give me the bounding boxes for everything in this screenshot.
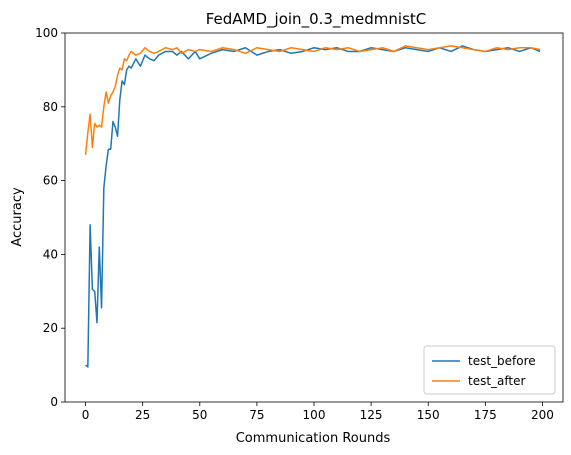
x-tick-label: 200 [531, 408, 554, 422]
x-axis-label: Communication Rounds [236, 431, 391, 446]
legend-label-test_before: test_before [468, 354, 536, 368]
y-tick-label: 100 [35, 26, 58, 40]
legend-box [423, 345, 556, 395]
x-tick-label: 75 [249, 408, 264, 422]
legend-label-test_after: test_after [468, 374, 526, 388]
y-axis-label: Accuracy [10, 187, 25, 247]
x-tick-label: 0 [82, 408, 90, 422]
x-tick-label: 175 [474, 408, 497, 422]
y-tick-label: 40 [43, 247, 58, 261]
y-tick-label: 20 [43, 321, 58, 335]
x-tick-label: 150 [417, 408, 440, 422]
x-tick-label: 50 [192, 408, 207, 422]
series-line-test_before [85, 45, 541, 368]
chart-title: FedAMD_join_0.3_medmnistC [206, 10, 427, 29]
y-tick-label: 60 [43, 174, 58, 188]
x-tick-label: 25 [135, 408, 150, 422]
x-tick-label: 100 [303, 408, 326, 422]
y-tick-label: 0 [50, 395, 58, 409]
x-tick-label: 125 [360, 408, 383, 422]
series-line-test_after [84, 45, 541, 155]
y-tick-label: 80 [43, 100, 58, 114]
plot-area: 0 25 50 75 100 125 150 175 200 0 20 40 60 80 100 test_b… [35, 26, 564, 422]
